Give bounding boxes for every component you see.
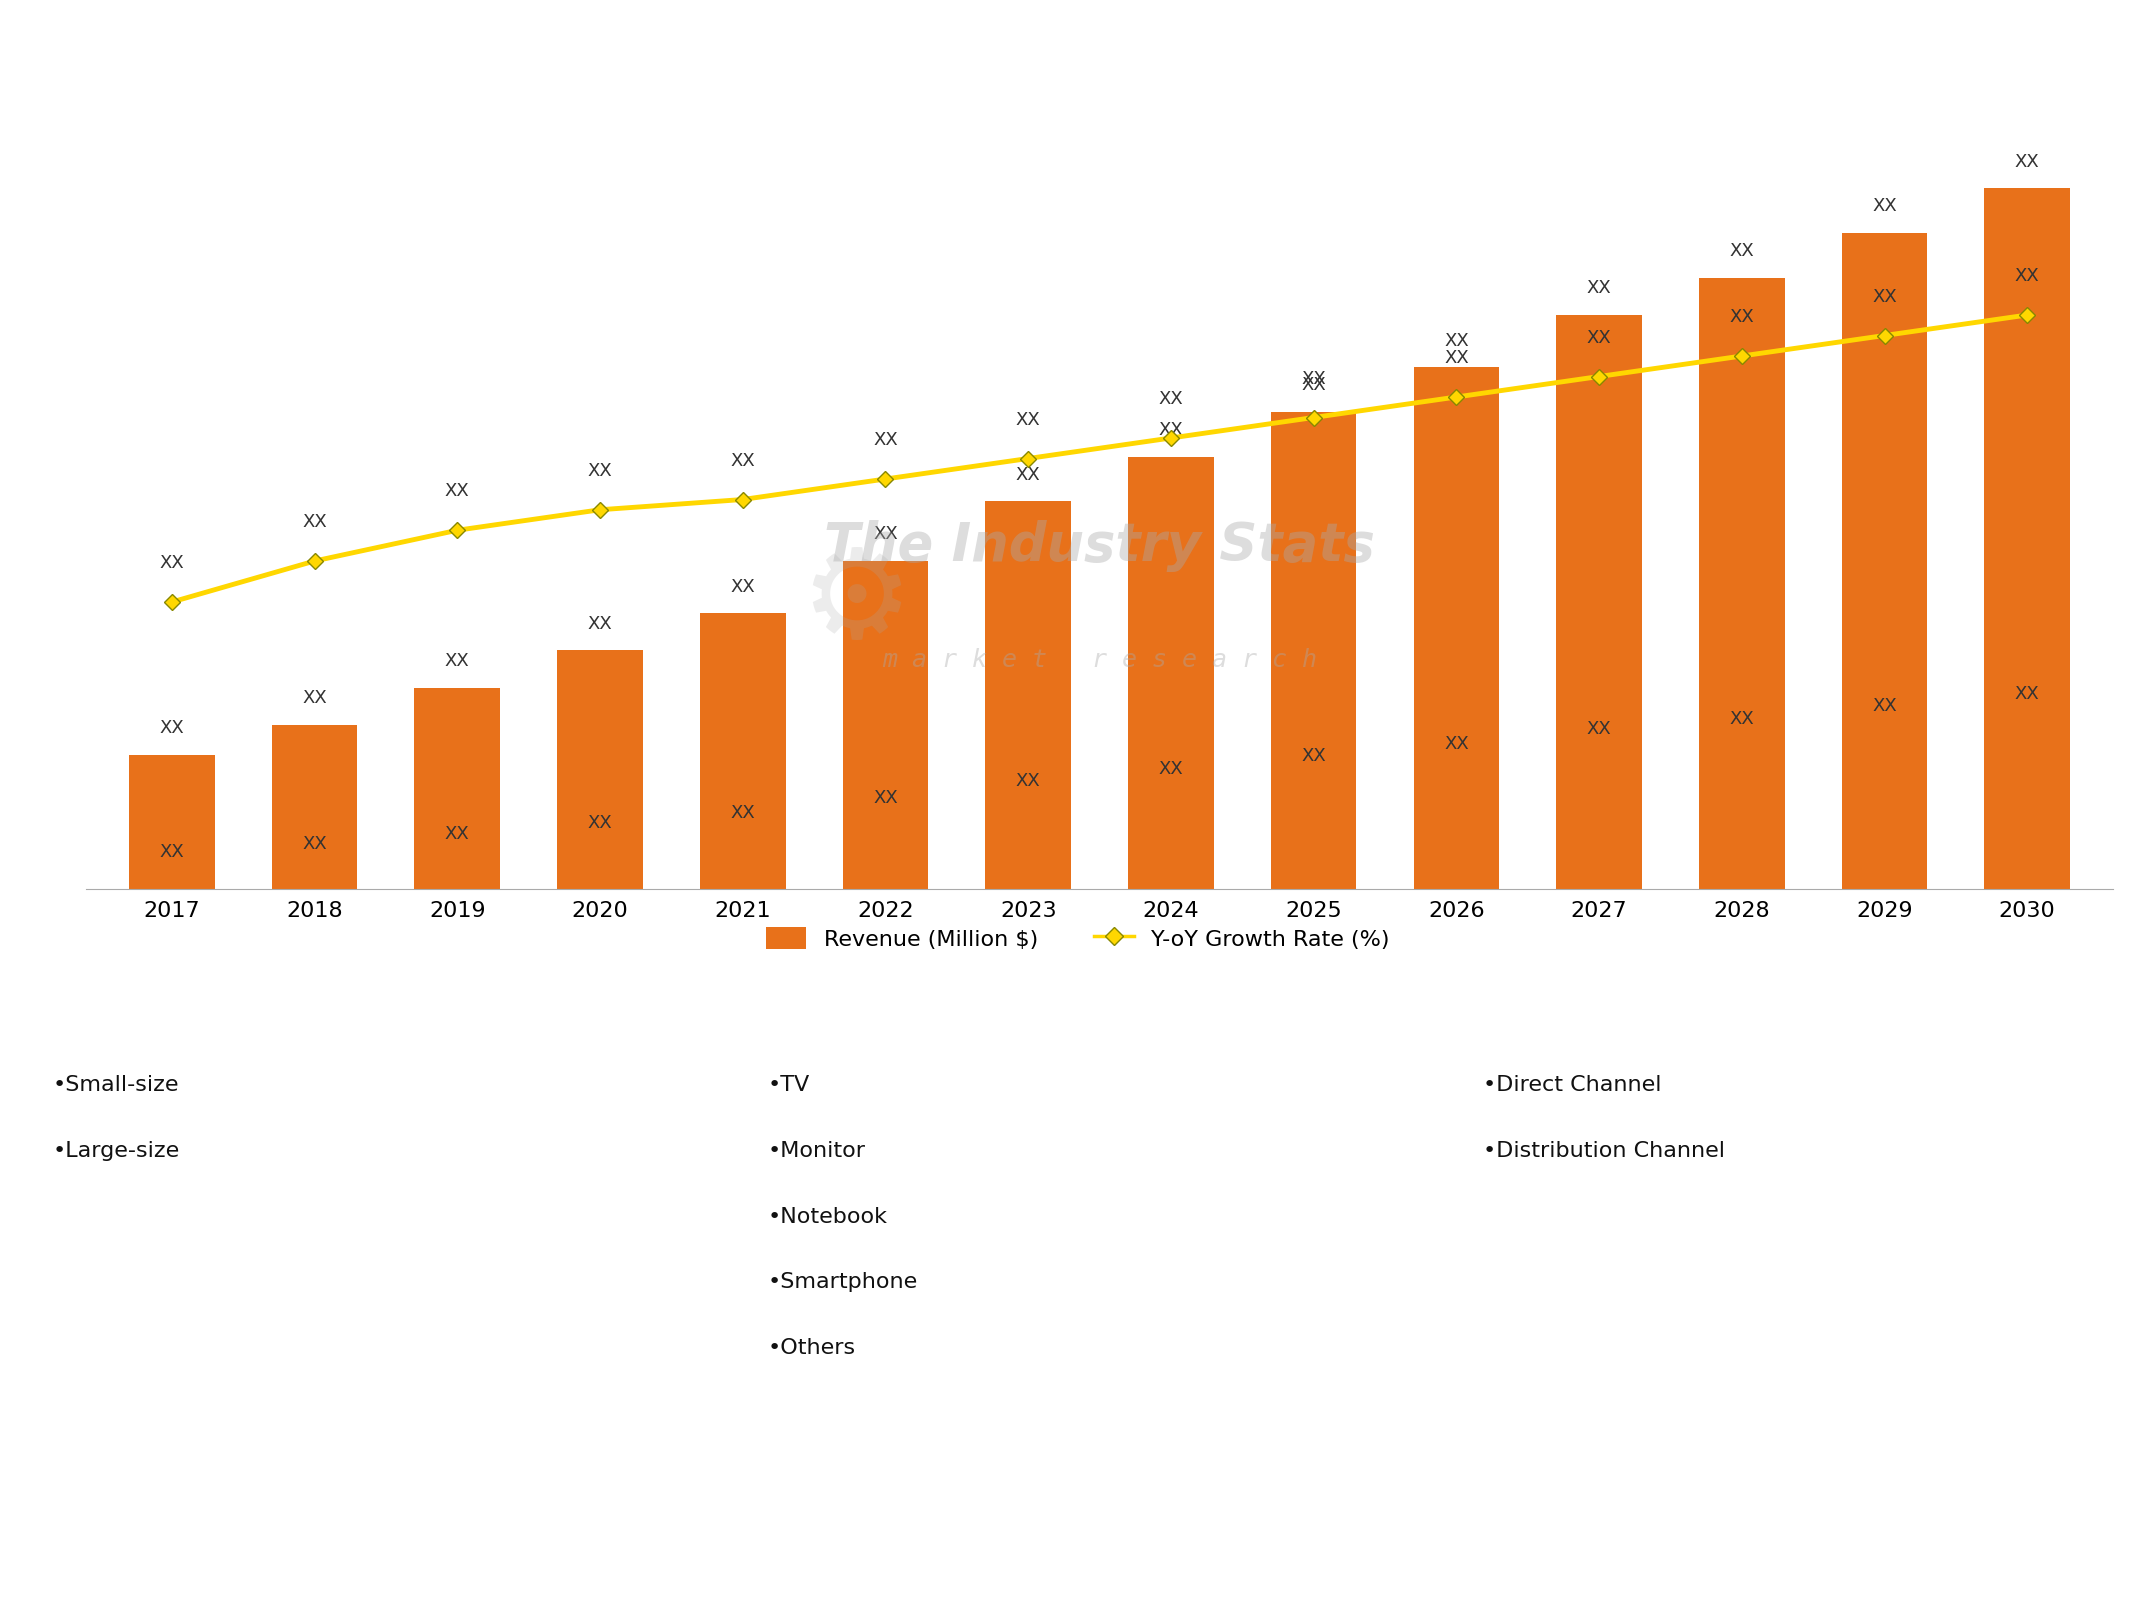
Text: Fig. Global LCD Timing Controller Market Status and Outlook: Fig. Global LCD Timing Controller Market… xyxy=(26,24,979,53)
Text: •TV

•Monitor

•Notebook

•Smartphone

•Others: •TV •Monitor •Notebook •Smartphone •Othe… xyxy=(768,1075,918,1356)
Bar xyxy=(985,502,1072,889)
Text: XX: XX xyxy=(731,578,755,595)
Bar xyxy=(1984,189,2070,889)
Bar xyxy=(1699,279,1785,889)
Text: XX: XX xyxy=(1587,279,1611,297)
Text: XX: XX xyxy=(2016,684,2040,703)
Text: XX: XX xyxy=(731,451,755,469)
Text: The Industry Stats: The Industry Stats xyxy=(824,520,1376,571)
Text: XX: XX xyxy=(1871,697,1897,714)
Text: XX: XX xyxy=(1729,308,1755,326)
Text: •Small-size

•Large-size: •Small-size •Large-size xyxy=(54,1075,181,1160)
Bar xyxy=(1557,316,1643,889)
Text: XX: XX xyxy=(1302,746,1326,766)
Bar xyxy=(556,652,642,889)
Text: XX: XX xyxy=(1302,369,1326,387)
Text: XX: XX xyxy=(589,814,612,831)
Text: Email: sales@theindustrystats.com: Email: sales@theindustrystats.com xyxy=(886,1547,1270,1566)
Text: XX: XX xyxy=(1587,719,1611,738)
Text: Sales Channels: Sales Channels xyxy=(1699,1050,1889,1074)
Bar xyxy=(843,562,929,889)
Text: XX: XX xyxy=(1015,411,1041,429)
Text: XX: XX xyxy=(1729,709,1755,727)
Text: Source: Theindustrystats Analysis: Source: Theindustrystats Analysis xyxy=(86,1547,461,1566)
Text: XX: XX xyxy=(589,462,612,480)
Text: XX: XX xyxy=(873,525,897,542)
Bar xyxy=(701,613,785,889)
Text: XX: XX xyxy=(1445,348,1468,368)
Text: XX: XX xyxy=(589,615,612,632)
Text: XX: XX xyxy=(1015,465,1041,483)
Bar xyxy=(414,689,500,889)
Text: XX: XX xyxy=(1445,735,1468,753)
Bar xyxy=(1270,412,1356,889)
Bar xyxy=(129,756,216,889)
Text: XX: XX xyxy=(2016,152,2040,170)
Text: XX: XX xyxy=(1158,390,1184,408)
Text: XX: XX xyxy=(731,802,755,822)
Text: XX: XX xyxy=(873,432,897,449)
Text: XX: XX xyxy=(1302,376,1326,393)
Text: XX: XX xyxy=(444,823,470,843)
Text: ⚙: ⚙ xyxy=(800,542,912,663)
Text: XX: XX xyxy=(1015,772,1041,790)
Text: XX: XX xyxy=(160,843,183,860)
Text: XX: XX xyxy=(2016,266,2040,286)
Text: Product Types: Product Types xyxy=(276,1050,451,1074)
Text: XX: XX xyxy=(1158,421,1184,438)
Text: XX: XX xyxy=(160,719,183,737)
Text: XX: XX xyxy=(1871,287,1897,305)
Bar xyxy=(1414,368,1498,889)
Bar xyxy=(1128,457,1214,889)
Text: Website: www.theindustrystats.com: Website: www.theindustrystats.com xyxy=(1671,1547,2070,1566)
Text: m a r k e t   r e s e a r c h: m a r k e t r e s e a r c h xyxy=(882,648,1317,672)
Legend: Revenue (Million $), Y-oY Growth Rate (%): Revenue (Million $), Y-oY Growth Rate (%… xyxy=(757,918,1399,958)
Text: XX: XX xyxy=(302,689,328,706)
Bar xyxy=(1841,234,1927,889)
Text: XX: XX xyxy=(873,788,897,807)
Text: XX: XX xyxy=(302,835,328,852)
Text: XX: XX xyxy=(444,482,470,501)
Text: XX: XX xyxy=(1158,759,1184,777)
Text: XX: XX xyxy=(160,554,183,571)
Text: XX: XX xyxy=(444,652,470,669)
Text: XX: XX xyxy=(1729,242,1755,260)
Bar xyxy=(272,725,358,889)
Text: •Direct Channel

•Distribution Channel: •Direct Channel •Distribution Channel xyxy=(1483,1075,1725,1160)
Text: Application: Application xyxy=(1009,1050,1147,1074)
Text: XX: XX xyxy=(1445,331,1468,350)
Text: XX: XX xyxy=(1587,329,1611,347)
Text: XX: XX xyxy=(302,514,328,531)
Text: XX: XX xyxy=(1871,197,1897,215)
